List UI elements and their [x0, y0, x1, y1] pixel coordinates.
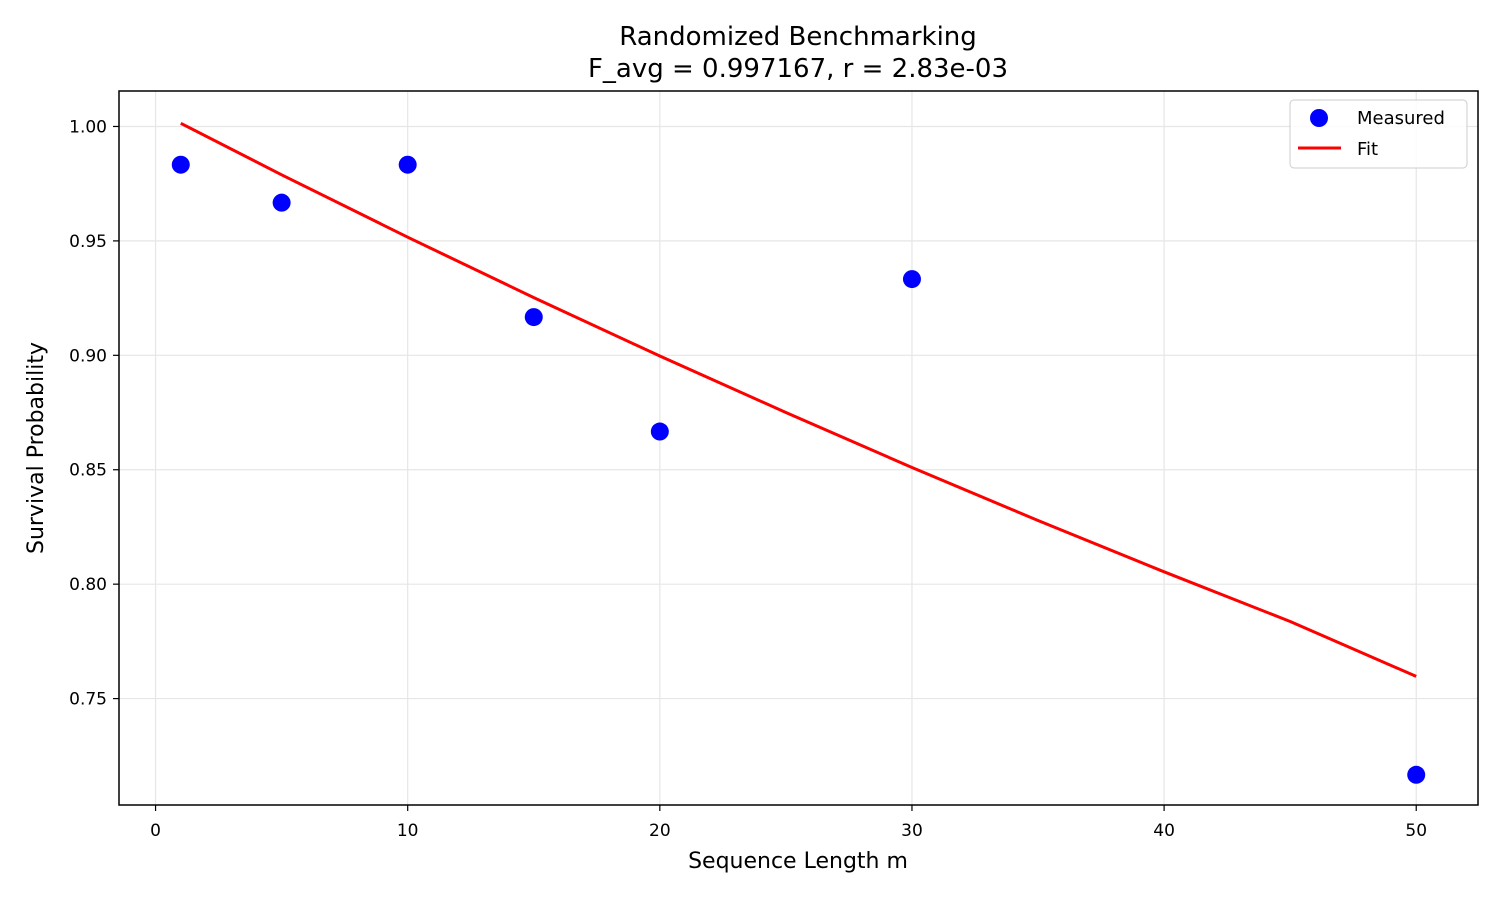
measured-series	[171, 155, 1426, 784]
legend-label-measured: Measured	[1357, 108, 1445, 129]
y-tick-label: 0.85	[69, 461, 107, 481]
measured-point	[524, 308, 543, 327]
x-axis-label: Sequence Length m	[688, 849, 908, 874]
measured-point	[398, 155, 417, 174]
y-tick-label: 0.95	[69, 232, 107, 252]
legend: Measured Fit	[1289, 99, 1468, 169]
chart-title: Randomized Benchmarking	[619, 22, 977, 52]
y-axis-ticks: 0.75 0.80 0.85 0.90 0.95 1.00	[69, 117, 119, 710]
legend-marker-measured	[1310, 109, 1328, 127]
y-axis-label: Survival Probability	[24, 342, 49, 554]
legend-label-fit: Fit	[1357, 139, 1378, 160]
measured-point	[902, 270, 921, 289]
y-tick-label: 1.00	[69, 117, 107, 137]
x-axis-ticks: 0 10 20 30 40 50	[150, 805, 1427, 841]
chart-subtitle: F_avg = 0.997167, r = 2.83e-03	[588, 54, 1008, 84]
measured-point	[272, 193, 291, 212]
y-tick-label: 0.90	[69, 346, 107, 366]
measured-point	[171, 155, 190, 174]
x-tick-label: 40	[1153, 821, 1175, 841]
x-tick-label: 10	[397, 821, 419, 841]
fit-series	[180, 121, 1417, 678]
x-tick-label: 20	[649, 821, 671, 841]
y-tick-label: 0.75	[69, 690, 107, 710]
fit-line	[180, 121, 1417, 678]
measured-point	[650, 422, 669, 441]
x-tick-label: 0	[150, 821, 161, 841]
x-tick-label: 50	[1405, 821, 1427, 841]
plot-frame	[118, 90, 1479, 806]
grid-lines	[119, 91, 1478, 805]
measured-point	[1407, 765, 1426, 784]
y-tick-label: 0.80	[69, 575, 107, 595]
legend-box	[1289, 99, 1468, 169]
x-tick-label: 30	[901, 821, 923, 841]
